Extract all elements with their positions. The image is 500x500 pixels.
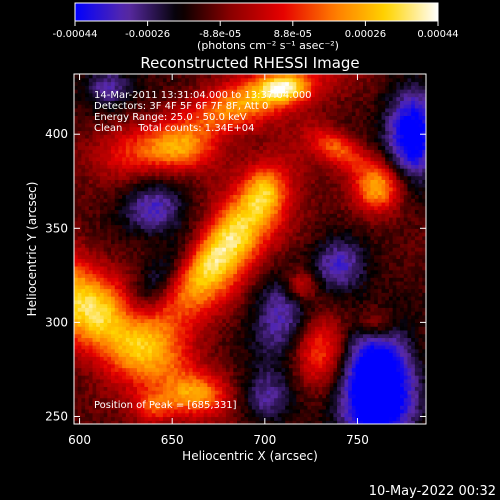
- peak-position-label: Position of Peak = [685,331]: [94, 400, 237, 411]
- x-tick-label: 650: [161, 433, 184, 447]
- x-axis-label: Heliocentric X (arcsec): [182, 449, 318, 463]
- colorbar-tick-label: 0.00044: [417, 29, 458, 40]
- colorbar-units: (photons cm⁻² s⁻¹ asec⁻²): [197, 39, 339, 52]
- y-axis: 250 300 350 400: [45, 127, 426, 423]
- colorbar-tick-label: 0.00026: [345, 29, 386, 40]
- y-tick-label: 350: [45, 221, 68, 235]
- chart-title: Reconstructed RHESSI Image: [140, 54, 359, 72]
- heatmap-image: [74, 74, 426, 424]
- render-timestamp: 10-May-2022 00:32: [369, 484, 496, 499]
- colorbar-gradient: [75, 3, 438, 21]
- y-tick-label: 250: [45, 409, 68, 423]
- colorbar-tick-label: -0.00026: [125, 29, 170, 40]
- y-tick-label: 400: [45, 127, 68, 141]
- energy-range-label: Energy Range: 25.0 - 50.0 keV: [94, 112, 247, 123]
- time-range: 14-Mar-2011 13:31:04.000 to 13:37:04.000: [94, 90, 312, 101]
- y-tick-label: 300: [45, 315, 68, 329]
- colorbar-tick-labels: -0.00044 -0.00026 -8.8e-05 8.8e-05 0.00026 0.…: [53, 29, 459, 40]
- annotations: 14-Mar-2011 13:31:04.000 to 13:37:04.000…: [94, 90, 312, 411]
- plot-frame: [73, 73, 427, 425]
- plot-area: [74, 74, 426, 424]
- y-axis-label: Heliocentric Y (arcsec): [25, 182, 39, 317]
- clean-counts-label: Clean Total counts: 1.34E+04: [94, 123, 254, 134]
- detectors-label: Detectors: 3F 4F 5F 6F 7F 8F, Att 0: [94, 101, 268, 112]
- x-axis: 600 650 700 750: [68, 74, 369, 447]
- colorbar-ticks: [74, 21, 439, 26]
- colorbar-tick-label: -8.8e-05: [199, 29, 241, 40]
- x-tick-label: 600: [68, 433, 91, 447]
- colorbar-tick-label: 8.8e-05: [274, 29, 312, 40]
- colorbar-tick-label: -0.00044: [53, 29, 98, 40]
- colorbar-frame: [74, 2, 439, 22]
- x-tick-label: 750: [346, 433, 369, 447]
- x-tick-label: 700: [253, 433, 276, 447]
- colorbar: -0.00044 -0.00026 -8.8e-05 8.8e-05 0.00026 0.…: [53, 2, 459, 52]
